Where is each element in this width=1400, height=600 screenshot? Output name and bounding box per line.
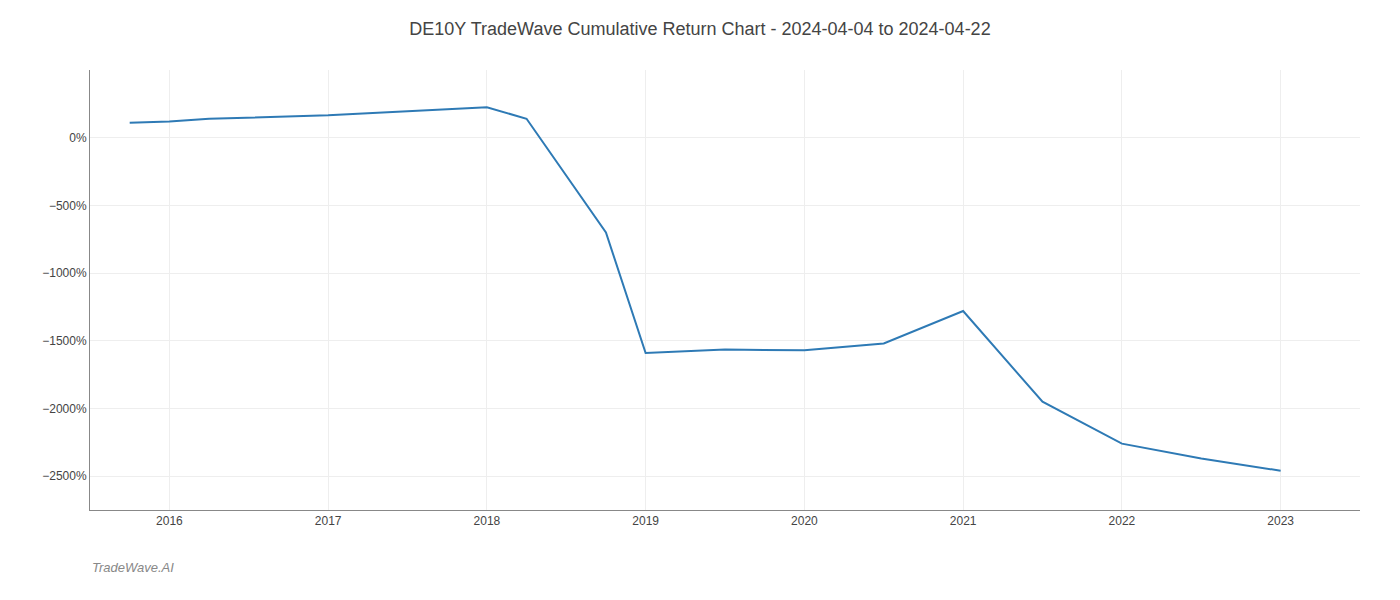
svg-text:DE10Y TradeWave Cumulative Ret: DE10Y TradeWave Cumulative Return Chart … <box>409 19 990 39</box>
svg-text:0%: 0% <box>69 131 87 145</box>
svg-text:−2500%: −2500% <box>42 469 87 483</box>
svg-text:−1000%: −1000% <box>42 266 87 280</box>
svg-text:2022: 2022 <box>1109 514 1136 528</box>
svg-text:−1500%: −1500% <box>42 334 87 348</box>
svg-text:TradeWave.AI: TradeWave.AI <box>92 560 174 575</box>
svg-text:2020: 2020 <box>791 514 818 528</box>
svg-text:2023: 2023 <box>1267 514 1294 528</box>
svg-text:2016: 2016 <box>156 514 183 528</box>
svg-text:2018: 2018 <box>474 514 501 528</box>
svg-text:2017: 2017 <box>315 514 342 528</box>
svg-text:2019: 2019 <box>632 514 659 528</box>
svg-text:−500%: −500% <box>49 199 87 213</box>
svg-text:2021: 2021 <box>950 514 977 528</box>
svg-text:−2000%: −2000% <box>42 402 87 416</box>
